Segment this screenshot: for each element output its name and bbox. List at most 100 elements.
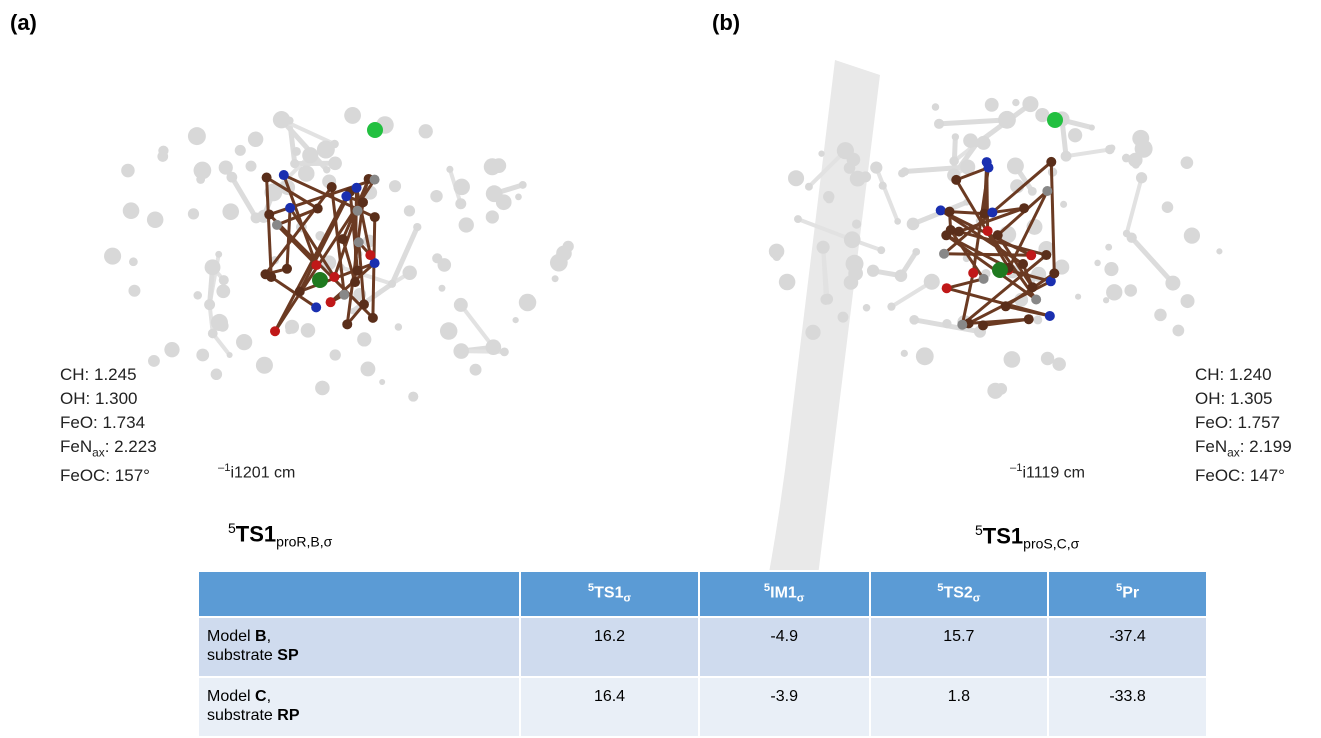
atom — [301, 323, 316, 338]
atom — [1033, 315, 1042, 324]
atom — [205, 259, 221, 275]
atom — [1162, 201, 1174, 213]
atom — [298, 165, 314, 181]
text-sub: proS,C,σ — [1023, 536, 1079, 552]
atom — [1122, 154, 1131, 163]
atom — [365, 250, 375, 260]
atom — [147, 211, 164, 228]
atom — [870, 162, 882, 174]
atom — [404, 205, 415, 216]
atom — [1049, 268, 1059, 278]
value-cell: -4.9 — [699, 617, 870, 677]
atom — [328, 156, 342, 170]
value-cell: 15.7 — [870, 617, 1049, 677]
atom — [825, 194, 834, 203]
atom — [354, 237, 364, 247]
atom — [1052, 357, 1065, 370]
atom — [500, 347, 509, 356]
atom — [788, 170, 804, 186]
atom — [934, 119, 944, 129]
atom — [358, 197, 368, 207]
text-sup: 5 — [975, 522, 983, 538]
atom — [128, 285, 140, 297]
atom — [936, 205, 946, 215]
atom — [1127, 233, 1137, 243]
atom — [339, 290, 349, 300]
atom — [519, 181, 527, 189]
atom — [978, 320, 988, 330]
atom — [403, 266, 417, 280]
text-sub: proR,B,σ — [276, 534, 332, 550]
measurement: OH: 1.305 — [1195, 387, 1292, 411]
label-part: substrate — [207, 647, 277, 664]
measurement: FeNax: 2.223 — [60, 435, 157, 464]
atom — [979, 274, 989, 284]
atom — [227, 352, 233, 358]
atom — [311, 302, 321, 312]
atom — [344, 107, 361, 124]
text-text: FeN — [60, 437, 92, 456]
frequency: –1i1201 cm — [218, 462, 295, 482]
label-part: SP — [277, 647, 298, 664]
atom — [216, 284, 230, 298]
atom — [1004, 351, 1021, 368]
label-part: substrate — [207, 707, 277, 724]
atom — [513, 317, 519, 323]
atom — [942, 283, 952, 293]
row-label-line: Model C, — [207, 687, 511, 706]
atom — [852, 219, 861, 228]
atom — [1041, 352, 1054, 365]
atom — [1046, 157, 1056, 167]
atom — [898, 169, 906, 177]
atom — [342, 319, 352, 329]
atom — [262, 173, 272, 183]
bond — [1132, 238, 1173, 283]
atom — [439, 285, 446, 292]
atom — [1216, 248, 1222, 254]
atom — [370, 212, 380, 222]
bond — [944, 254, 1031, 256]
atom — [968, 268, 978, 278]
bond — [939, 120, 1007, 124]
atom — [486, 185, 503, 202]
atom — [1181, 294, 1195, 308]
atom — [1026, 250, 1036, 260]
measurements: CH: 1.245OH: 1.300FeO: 1.734FeNax: 2.223… — [60, 363, 157, 488]
atom — [838, 312, 849, 323]
atom — [330, 140, 339, 149]
atom — [193, 291, 202, 300]
atom — [1024, 314, 1034, 324]
atom — [1027, 282, 1037, 292]
page: (a)CH: 1.245OH: 1.300FeO: 1.734FeNax: 2.… — [0, 0, 1321, 738]
atom — [1172, 325, 1184, 337]
atom — [367, 122, 383, 138]
atom — [1041, 250, 1051, 260]
measurement: CH: 1.245 — [60, 363, 157, 387]
atom — [1075, 294, 1081, 300]
atom — [273, 111, 290, 128]
header-cell — [198, 571, 520, 617]
atom — [939, 249, 949, 259]
atom — [272, 220, 282, 230]
header-cell: 5TS2σ — [870, 571, 1049, 617]
text-text: TS2 — [943, 584, 972, 601]
label-part: C — [255, 688, 267, 705]
text-text: IM1 — [770, 584, 797, 601]
atom — [295, 287, 305, 297]
atom — [1089, 124, 1095, 130]
value-cell: -37.4 — [1048, 617, 1207, 677]
atom — [395, 323, 402, 330]
row-label: Model B,substrate SP — [198, 617, 520, 677]
atom — [907, 218, 920, 231]
atom — [357, 332, 371, 346]
atom — [805, 325, 820, 340]
atom — [1184, 227, 1200, 243]
atom — [279, 170, 289, 180]
atom — [912, 248, 920, 256]
atom — [932, 103, 939, 110]
atom — [121, 164, 135, 178]
atom — [302, 147, 318, 163]
text-sub: σ — [797, 593, 805, 605]
atom — [453, 343, 469, 359]
text-text: CH: 1.245 — [60, 365, 137, 384]
